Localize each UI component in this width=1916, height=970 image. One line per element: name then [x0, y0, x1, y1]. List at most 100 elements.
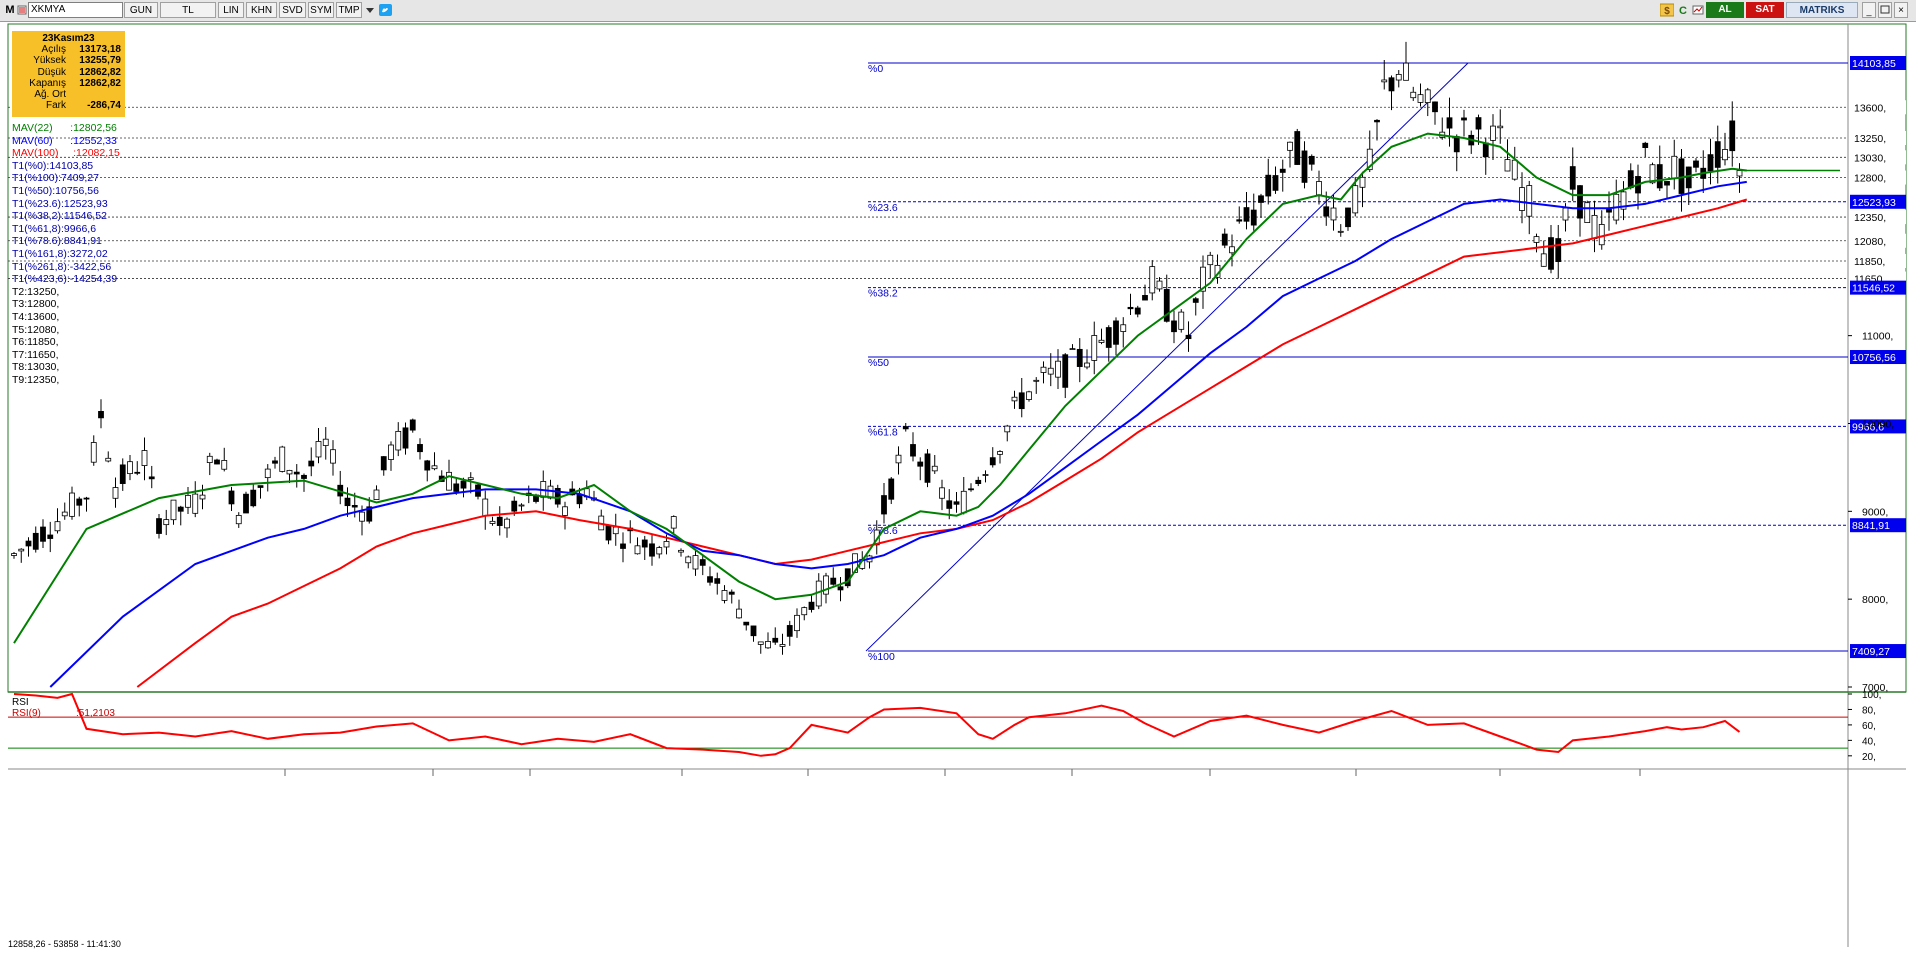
fib-level-line: T1(%161,8):3272,02	[12, 247, 108, 260]
candle	[1156, 277, 1163, 292]
candle-up	[685, 556, 692, 564]
refresh-icon[interactable]: C	[1676, 2, 1690, 18]
candle-down	[946, 500, 953, 509]
target-level-line: T9:12350,	[12, 373, 60, 386]
candle-up	[1526, 185, 1533, 217]
candle	[315, 427, 322, 464]
mav100-legend: MAV(100) :12082,15	[12, 147, 120, 160]
candle	[627, 520, 634, 544]
candle-down	[1258, 195, 1264, 203]
candle	[1504, 139, 1511, 172]
candle-down	[511, 500, 518, 512]
dollar-icon[interactable]: $	[1659, 2, 1675, 18]
candle	[1577, 185, 1583, 237]
candle-down	[620, 543, 626, 549]
candle	[1294, 128, 1301, 165]
candle-up	[895, 454, 902, 464]
candle	[714, 572, 721, 595]
maximize-icon[interactable]	[1878, 2, 1892, 18]
candle-up	[141, 450, 148, 466]
candle	[641, 535, 648, 561]
candle	[757, 641, 764, 654]
price-chart[interactable]: %0%23.6%38.2%50%61.8%78.6%100 13600,1325…	[0, 22, 1916, 970]
tmp-button[interactable]: TMP	[336, 2, 362, 18]
mav22-legend: MAV(22) :12802,56	[12, 122, 120, 135]
candle-down	[1642, 142, 1649, 148]
candle	[670, 515, 677, 534]
menu-m-label[interactable]: M	[5, 4, 15, 16]
info-row-open: Açılış 13173,18	[16, 44, 121, 55]
candle-up	[127, 461, 133, 475]
candle-button[interactable]: KHN	[246, 2, 277, 18]
candle-down	[1461, 117, 1467, 121]
info-value: 13173,18	[79, 44, 121, 55]
candle	[765, 632, 771, 649]
candle-up	[90, 442, 97, 463]
candle	[264, 464, 271, 492]
target-axis-label: 11850,	[1854, 256, 1885, 268]
svg-text:C: C	[1679, 5, 1687, 17]
dropdown-arrow-icon[interactable]	[364, 2, 376, 18]
candle-up	[163, 519, 170, 526]
symbol-input[interactable]: XKMYA	[28, 2, 123, 18]
candle-up	[1069, 348, 1076, 351]
candle	[562, 501, 568, 530]
svd-button[interactable]: SVD	[279, 2, 306, 18]
candle	[1555, 224, 1562, 279]
candle	[337, 470, 344, 505]
candle-up	[931, 465, 938, 472]
minimize-icon[interactable]: _	[1862, 2, 1876, 18]
candle-up	[235, 515, 242, 525]
candle	[1142, 284, 1148, 301]
candle-down	[1714, 141, 1721, 168]
candle	[272, 456, 278, 469]
candle-down	[1555, 238, 1562, 262]
candle-up	[1410, 91, 1417, 99]
candle-down	[257, 485, 264, 488]
candle-down	[1250, 209, 1257, 226]
candle	[917, 457, 924, 481]
info-value: 12862,82	[79, 77, 121, 89]
chart-settings-icon[interactable]	[1692, 2, 1704, 18]
candle	[504, 517, 510, 538]
fib-level-line: T1(%261,8):-3422,56	[12, 260, 112, 273]
list-icon	[17, 5, 27, 15]
candle-down	[40, 526, 46, 542]
twitter-icon[interactable]	[378, 2, 392, 18]
sym-button[interactable]: SYM	[308, 2, 334, 18]
candle	[1598, 210, 1605, 250]
symbol-dropdown-icon[interactable]	[16, 2, 28, 18]
candle-down	[344, 497, 351, 507]
level-lines	[8, 106, 1848, 279]
candle-down	[902, 426, 909, 430]
candle	[105, 451, 112, 463]
candle-up	[388, 444, 394, 460]
candle	[750, 625, 757, 642]
buy-button[interactable]: AL	[1706, 2, 1744, 18]
candle-down	[148, 476, 155, 480]
candle	[1040, 361, 1047, 384]
candle-down	[1475, 117, 1482, 130]
candle	[931, 455, 938, 474]
sell-button[interactable]: SAT	[1746, 2, 1784, 18]
candle-up	[1040, 366, 1047, 373]
candle	[989, 447, 996, 468]
info-label: Yüksek	[33, 55, 66, 67]
candle	[482, 490, 489, 530]
candle	[866, 554, 873, 569]
rsi-tick-label: 60,	[1862, 721, 1876, 732]
line-button[interactable]: LIN	[218, 2, 244, 18]
currency-button[interactable]: TL	[160, 2, 216, 18]
candle	[40, 519, 46, 549]
candle-up	[315, 441, 322, 458]
candle-down	[837, 586, 844, 591]
candle-up	[634, 545, 641, 555]
period-button[interactable]: GUN	[124, 2, 158, 18]
candle	[1642, 141, 1649, 158]
candle	[1178, 309, 1185, 333]
fib-level-line: T1(%50):10756,56	[12, 184, 99, 197]
candle-down	[1192, 298, 1199, 303]
candle	[960, 476, 967, 515]
candle	[1446, 97, 1453, 147]
close-icon[interactable]: ×	[1894, 2, 1908, 18]
